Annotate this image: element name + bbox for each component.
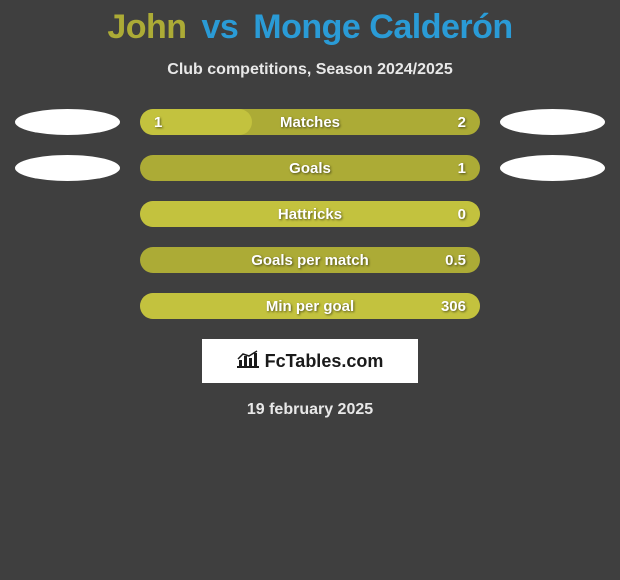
brand-text: FcTables.com <box>265 351 384 372</box>
date-text: 19 february 2025 <box>0 401 620 419</box>
stat-bar: Goals per match0.5 <box>140 247 480 273</box>
stat-row: Goals per match0.5 <box>0 247 620 273</box>
stat-right-value: 0 <box>458 201 466 227</box>
player1-photo <box>15 109 120 135</box>
stat-row: Goals1 <box>0 155 620 181</box>
stat-right-value: 0.5 <box>445 247 466 273</box>
player2-name: Monge Calderón <box>253 8 512 46</box>
chart-icon <box>237 350 259 373</box>
subtitle: Club competitions, Season 2024/2025 <box>0 61 620 79</box>
page-title: John vs Monge Calderón <box>0 0 620 47</box>
stat-row: Hattricks0 <box>0 201 620 227</box>
stat-right-value: 306 <box>441 293 466 319</box>
stats-chart: Matches12Goals1Hattricks0Goals per match… <box>0 109 620 319</box>
player1-photo <box>15 155 120 181</box>
stat-bar: Matches1 2 <box>140 109 480 135</box>
stat-right-value: 2 <box>458 109 466 135</box>
stat-label: Goals <box>140 155 480 181</box>
stat-label: Matches <box>140 109 480 135</box>
vs-text: vs <box>202 8 239 46</box>
stat-label: Goals per match <box>140 247 480 273</box>
stat-left-value: 1 <box>154 109 162 135</box>
stat-right-value: 1 <box>458 155 466 181</box>
stat-bar: Min per goal306 <box>140 293 480 319</box>
stat-bar: Goals1 <box>140 155 480 181</box>
stat-label: Min per goal <box>140 293 480 319</box>
stat-row: Matches1 2 <box>0 109 620 135</box>
player2-photo <box>500 109 605 135</box>
stat-label: Hattricks <box>140 201 480 227</box>
stat-row: Min per goal306 <box>0 293 620 319</box>
player2-photo <box>500 155 605 181</box>
stat-bar: Hattricks0 <box>140 201 480 227</box>
player1-name: John <box>107 8 186 46</box>
brand-badge: FcTables.com <box>202 339 418 383</box>
